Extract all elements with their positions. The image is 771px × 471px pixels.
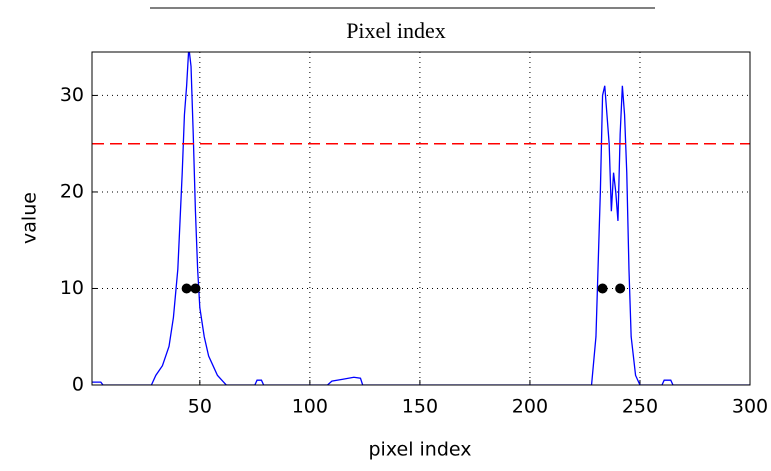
marker-point bbox=[615, 283, 626, 294]
x-tick-label: 50 bbox=[188, 396, 212, 418]
y-tick-label: 20 bbox=[60, 180, 84, 202]
x-tick-label: 150 bbox=[402, 396, 438, 418]
marker-point bbox=[190, 283, 201, 294]
x-tick-label: 200 bbox=[512, 396, 548, 418]
y-tick-label: 30 bbox=[60, 84, 84, 106]
x-tick-label: 250 bbox=[622, 396, 658, 418]
x-axis-label: pixel index bbox=[369, 439, 472, 461]
x-tick-label: 100 bbox=[292, 396, 328, 418]
x-tick-label: 300 bbox=[732, 396, 768, 418]
y-axis-label: value bbox=[19, 192, 41, 244]
chart-title: Pixel index bbox=[346, 18, 446, 43]
y-tick-label: 0 bbox=[72, 374, 84, 396]
marker-point bbox=[181, 283, 192, 294]
marker-point bbox=[597, 283, 608, 294]
y-tick-label: 10 bbox=[60, 277, 84, 299]
data-line bbox=[92, 52, 750, 385]
plot-frame bbox=[91, 51, 751, 386]
plot-area bbox=[92, 52, 750, 385]
